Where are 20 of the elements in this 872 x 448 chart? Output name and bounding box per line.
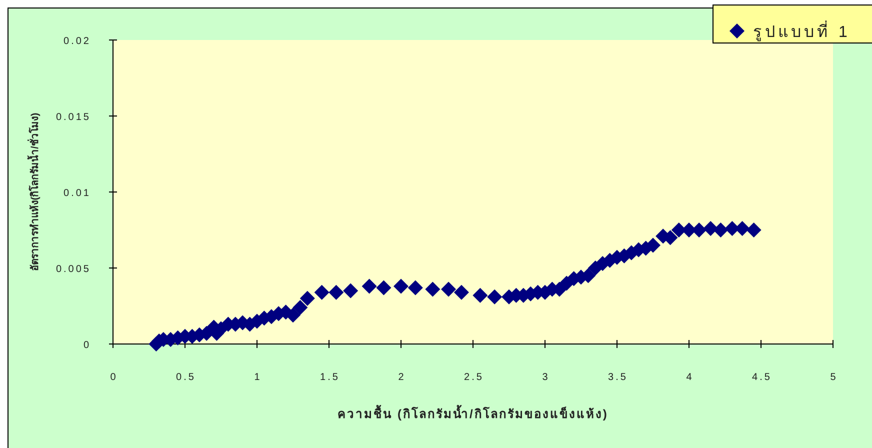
y-tick-label: 0.005: [56, 264, 91, 275]
x-tick-label: 4.5: [752, 372, 772, 383]
y-tick-label: 0.01: [64, 188, 91, 199]
y-tick-label: 0.015: [56, 112, 91, 123]
x-tick-label: 1: [254, 372, 262, 383]
legend-label: รูปแบบที่ 1: [753, 20, 850, 42]
x-tick-label: 3.5: [608, 372, 628, 383]
x-tick-label: 3: [542, 372, 550, 383]
x-axis-title: ความชื้น (กิโลกรัมน้ำ/กิโลกรัมของแข็งแห้ง): [338, 404, 608, 421]
x-tick-label: 2: [398, 372, 406, 383]
x-tick-label: 2.5: [464, 372, 484, 383]
x-tick-label: 4: [686, 372, 694, 383]
y-axis-title: อัตราการทำแห้ง(กิโลกรัมน้ำ/ชั่วโมง): [27, 112, 41, 272]
y-tick-label: 0.02: [64, 36, 91, 47]
x-tick-label: 0.5: [176, 372, 196, 383]
legend: รูปแบบที่ 1: [712, 4, 872, 44]
x-tick-label: 5: [830, 372, 838, 383]
x-tick-label: 0: [110, 372, 118, 383]
x-tick-label: 1.5: [320, 372, 340, 383]
y-tick-label: 0: [83, 340, 91, 351]
